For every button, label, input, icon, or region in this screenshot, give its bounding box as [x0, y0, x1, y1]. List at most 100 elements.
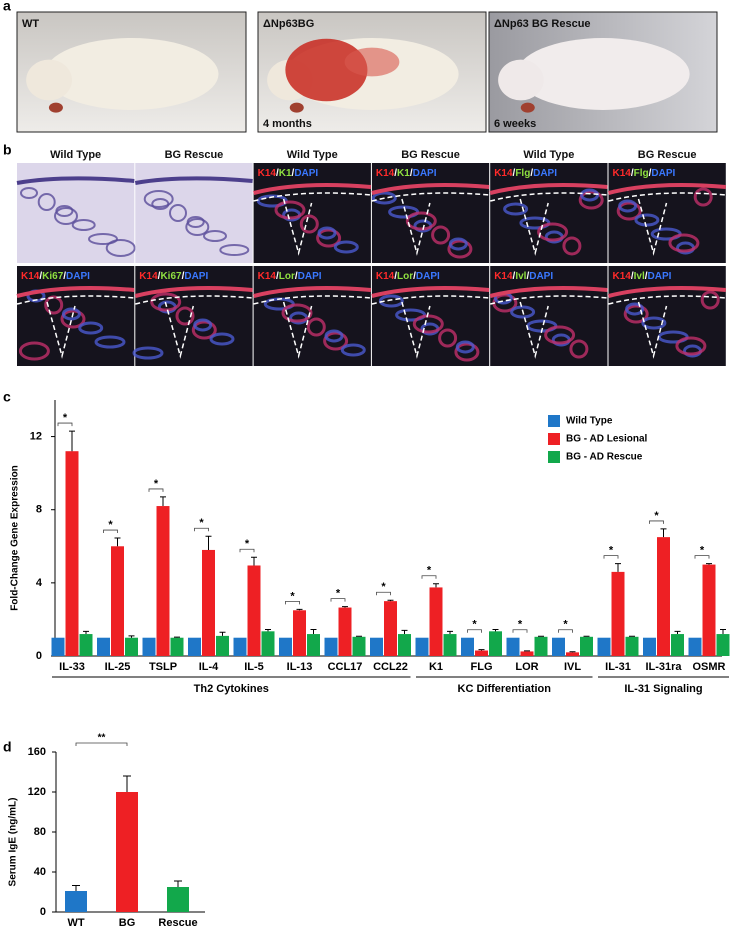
stain-label-part: /: [394, 271, 397, 282]
panel-label: b: [3, 142, 12, 158]
y-tick-label: 160: [28, 746, 46, 758]
stain-label-part: DAPI: [66, 271, 90, 282]
micrograph-texture: [105, 239, 136, 257]
group-label: KC Differentiation: [458, 683, 552, 695]
stain-label: K14/Flg/DAPI: [613, 168, 676, 179]
bar: [307, 634, 320, 656]
micrograph-texture: [54, 207, 78, 225]
stain-label-part: /: [631, 271, 634, 282]
epidermis: [134, 176, 253, 185]
error-bar: [251, 556, 257, 566]
micrograph-texture: [185, 218, 210, 236]
micrograph-texture: [299, 214, 319, 234]
epidermis: [489, 286, 608, 298]
bar: [293, 610, 306, 656]
stain-label-part: DAPI: [184, 271, 208, 282]
bar: [233, 637, 247, 656]
micrograph-texture: [431, 225, 451, 245]
bar: [625, 636, 639, 656]
photo-label: ΔNp63 BG Rescue: [494, 18, 591, 30]
photo-label: WT: [22, 18, 39, 30]
x-tick-label: IL-31ra: [645, 661, 682, 673]
column-header: Wild Type: [50, 149, 101, 161]
epidermis: [371, 183, 490, 195]
stain-label-part: /: [645, 271, 648, 282]
photo-caption: 6 weeks: [494, 118, 536, 130]
significance-label: *: [563, 619, 568, 631]
significance-bracket: [558, 629, 573, 633]
micrograph-texture: [510, 305, 536, 319]
stain-label-part: Ivl: [515, 271, 526, 282]
stain-label: K14/Ki67/DAPI: [21, 271, 90, 282]
lesion: [344, 47, 400, 77]
stain-label-part: DAPI: [533, 168, 557, 179]
stain-label-part: DAPI: [298, 271, 322, 282]
error-bar: [69, 430, 75, 452]
legend-swatch: [548, 433, 560, 445]
stain-label-part: /: [295, 271, 298, 282]
micrograph-texture: [44, 295, 64, 315]
micrograph-texture: [55, 205, 74, 217]
panel-label: c: [3, 389, 11, 405]
error-bar: [583, 635, 590, 637]
error-bar: [524, 650, 530, 652]
micrograph: [253, 266, 371, 366]
significance-label: *: [63, 412, 68, 424]
x-tick-label: IL-4: [199, 661, 219, 673]
error-bar: [310, 628, 317, 635]
micrograph-texture: [412, 314, 444, 334]
x-tick-label: TSLP: [149, 661, 177, 673]
group-label: IL-31 Signaling: [624, 683, 702, 695]
error-bar: [706, 563, 712, 565]
micrograph-texture: [447, 239, 473, 259]
stain-label-part: K14: [376, 168, 395, 179]
significance-label: *: [472, 619, 477, 631]
error-bar: [114, 537, 121, 547]
micrograph-texture: [641, 316, 667, 330]
stain-label-part: /: [158, 271, 161, 282]
micrograph-texture: [438, 328, 458, 348]
legend-swatch: [548, 451, 560, 463]
micrograph-texture: [18, 341, 50, 361]
stain-label-part: DAPI: [294, 168, 318, 179]
y-tick-label: 0: [40, 906, 46, 918]
micrograph-texture: [169, 204, 187, 222]
stain-label-part: K14: [21, 271, 40, 282]
bar: [489, 631, 502, 656]
x-tick-label: CCL17: [328, 661, 363, 673]
significance-bracket: [649, 520, 664, 524]
micrograph-texture: [193, 318, 213, 332]
stain-label-part: Ki67: [42, 271, 64, 282]
x-tick-label: WT: [67, 917, 84, 928]
stain-label-part: K14: [376, 271, 395, 282]
micrograph-texture: [316, 228, 342, 248]
stain-label: K14/Ki67/DAPI: [139, 271, 208, 282]
micrograph-texture: [569, 339, 589, 359]
legend-swatch: [548, 415, 560, 427]
legend-label: Wild Type: [566, 416, 613, 427]
stain-label: K14/Ivl/DAPI: [494, 271, 553, 282]
mouse-body: [44, 38, 219, 110]
column-header: BG Rescue: [638, 149, 697, 161]
bar: [429, 587, 443, 656]
micrograph-texture: [562, 236, 582, 256]
stain-label-part: DAPI: [648, 271, 672, 282]
micrograph-texture: [616, 201, 642, 221]
group-label: Th2 Cytokines: [194, 683, 269, 695]
error-bar: [478, 649, 485, 651]
significance-bracket: [57, 422, 73, 427]
micrograph-texture: [78, 321, 104, 335]
micrograph-texture: [378, 294, 404, 308]
bar: [170, 637, 184, 656]
significance-label: *: [654, 510, 659, 522]
error-bar: [128, 635, 135, 638]
x-tick-label: IL-5: [244, 661, 264, 673]
stain-label-part: /: [292, 168, 295, 179]
stain-label: K14/Lor/DAPI: [258, 271, 322, 282]
stain-label-part: /: [513, 168, 516, 179]
significance-bracket: [103, 529, 118, 534]
stain-label-part: Lor: [279, 271, 295, 282]
bar: [65, 451, 79, 656]
basement-membrane: [490, 295, 608, 359]
bar: [111, 546, 124, 656]
